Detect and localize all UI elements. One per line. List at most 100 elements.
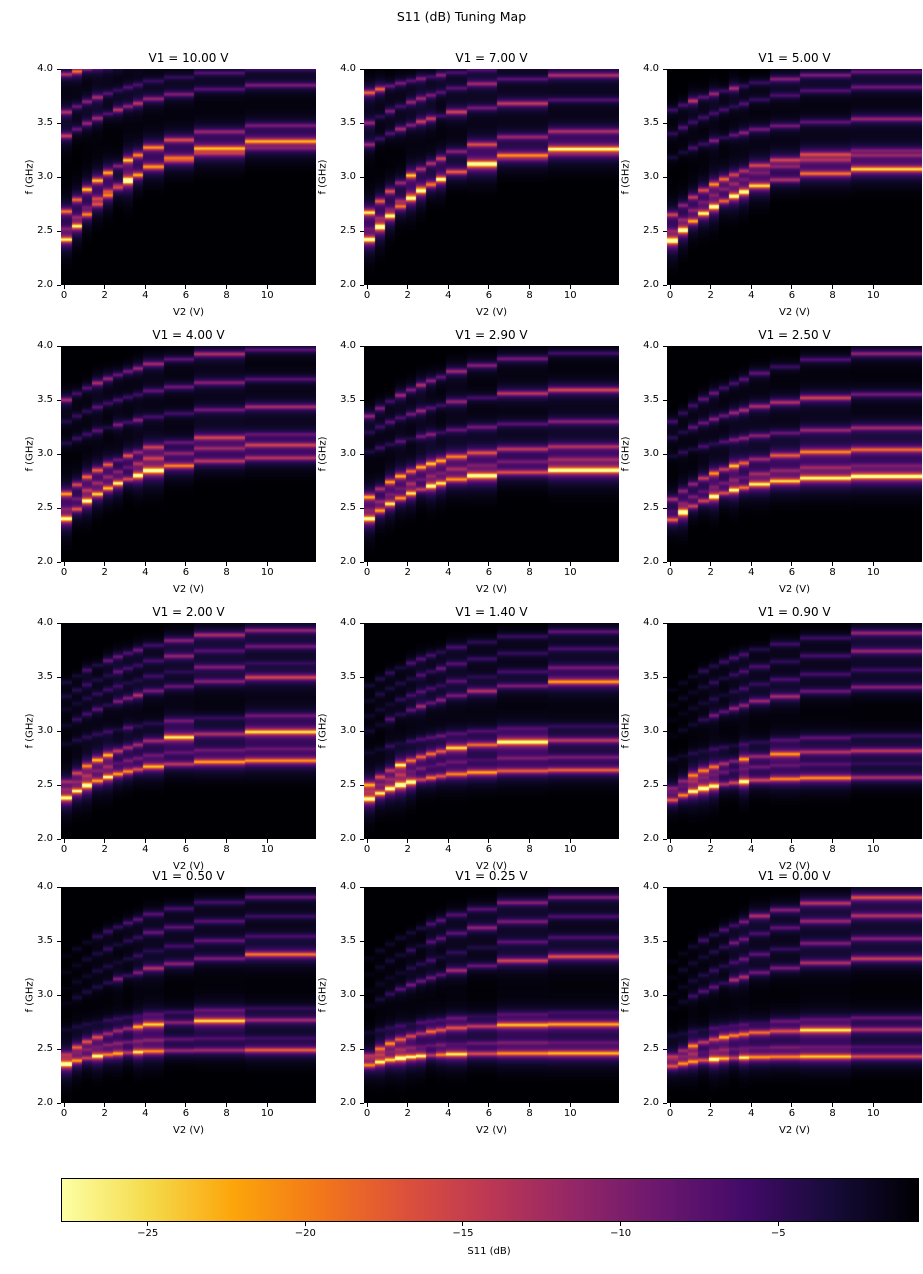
x-tick-mark bbox=[185, 839, 187, 843]
colorbar-tick-label: −10 bbox=[610, 1228, 632, 1239]
x-axis-label: V2 (V) bbox=[475, 1125, 508, 1136]
x-tick-label: 0 bbox=[60, 567, 68, 578]
x-tick-mark bbox=[669, 839, 671, 843]
y-axis-label: f (GHz) bbox=[620, 159, 632, 195]
y-tick-label: 2.5 bbox=[37, 502, 53, 513]
y-tick-mark bbox=[57, 940, 61, 942]
y-tick-label: 2.0 bbox=[643, 1097, 659, 1108]
x-tick-mark bbox=[872, 285, 874, 289]
y-tick-mark bbox=[360, 1102, 364, 1104]
x-tick-mark bbox=[447, 562, 449, 566]
x-tick-label: 10 bbox=[563, 1108, 577, 1119]
x-tick-mark bbox=[104, 285, 106, 289]
x-tick-label: 10 bbox=[260, 567, 274, 578]
x-tick-label: 4 bbox=[445, 567, 452, 578]
x-tick-label: 6 bbox=[788, 290, 796, 301]
x-tick-label: 4 bbox=[142, 290, 149, 301]
x-tick-label: 0 bbox=[60, 1108, 68, 1119]
x-tick-label: 8 bbox=[829, 567, 836, 578]
x-tick-mark bbox=[710, 1103, 712, 1107]
x-tick-label: 4 bbox=[445, 844, 452, 855]
y-tick-label: 2.5 bbox=[643, 779, 659, 790]
y-tick-mark bbox=[57, 1048, 61, 1050]
y-tick-mark bbox=[663, 561, 667, 563]
x-tick-label: 10 bbox=[563, 290, 577, 301]
x-tick-mark bbox=[366, 1103, 368, 1107]
x-tick-label: 8 bbox=[223, 844, 230, 855]
x-tick-label: 10 bbox=[866, 844, 880, 855]
x-tick-label: 2 bbox=[101, 567, 108, 578]
colorbar-gradient bbox=[61, 1178, 919, 1222]
y-tick-label: 3.0 bbox=[340, 725, 356, 736]
y-tick-label: 3.0 bbox=[643, 448, 659, 459]
x-tick-label: 4 bbox=[748, 567, 755, 578]
y-tick-label: 3.5 bbox=[340, 117, 356, 128]
y-tick-label: 3.0 bbox=[37, 171, 53, 182]
y-tick-label: 2.0 bbox=[340, 833, 356, 844]
x-axis-label: V2 (V) bbox=[475, 584, 508, 595]
y-tick-label: 4.0 bbox=[340, 340, 356, 351]
y-tick-label: 2.0 bbox=[340, 1097, 356, 1108]
y-tick-mark bbox=[57, 622, 61, 624]
x-tick-label: 2 bbox=[101, 844, 108, 855]
y-tick-mark bbox=[57, 730, 61, 732]
y-tick-mark bbox=[57, 886, 61, 888]
y-tick-label: 4.0 bbox=[340, 881, 356, 892]
heatmap-canvas bbox=[61, 346, 316, 562]
x-tick-label: 10 bbox=[866, 290, 880, 301]
x-tick-mark bbox=[226, 285, 228, 289]
x-tick-label: 2 bbox=[404, 567, 411, 578]
y-tick-label: 3.0 bbox=[37, 989, 53, 1000]
x-tick-mark bbox=[366, 285, 368, 289]
y-tick-label: 2.5 bbox=[643, 502, 659, 513]
y-tick-mark bbox=[663, 676, 667, 678]
y-tick-mark bbox=[360, 399, 364, 401]
y-tick-mark bbox=[360, 676, 364, 678]
x-tick-mark bbox=[750, 839, 752, 843]
panel-title: V1 = 0.90 V bbox=[758, 605, 831, 619]
y-tick-mark bbox=[57, 122, 61, 124]
x-tick-mark bbox=[750, 562, 752, 566]
x-tick-label: 8 bbox=[526, 567, 533, 578]
y-tick-mark bbox=[360, 507, 364, 509]
heatmap-canvas bbox=[364, 623, 619, 839]
heatmap-canvas bbox=[667, 887, 922, 1103]
y-tick-label: 3.5 bbox=[643, 117, 659, 128]
y-axis-label: f (GHz) bbox=[317, 436, 329, 472]
x-tick-mark bbox=[266, 562, 268, 566]
x-tick-mark bbox=[407, 562, 409, 566]
y-tick-mark bbox=[360, 345, 364, 347]
x-tick-mark bbox=[226, 1103, 228, 1107]
x-tick-label: 8 bbox=[526, 844, 533, 855]
panel-title: V1 = 10.00 V bbox=[148, 51, 229, 65]
y-tick-label: 2.0 bbox=[643, 833, 659, 844]
x-tick-label: 6 bbox=[788, 844, 796, 855]
x-tick-mark bbox=[669, 1103, 671, 1107]
x-tick-mark bbox=[669, 285, 671, 289]
x-axis-label: V2 (V) bbox=[778, 861, 811, 872]
y-tick-mark bbox=[57, 453, 61, 455]
y-tick-mark bbox=[57, 345, 61, 347]
x-tick-label: 2 bbox=[404, 844, 411, 855]
y-tick-label: 3.0 bbox=[340, 989, 356, 1000]
x-tick-label: 0 bbox=[363, 1108, 371, 1119]
x-tick-mark bbox=[366, 562, 368, 566]
x-tick-mark bbox=[710, 839, 712, 843]
x-tick-label: 4 bbox=[445, 290, 452, 301]
x-tick-label: 2 bbox=[707, 290, 714, 301]
x-tick-mark bbox=[185, 1103, 187, 1107]
y-axis-label: f (GHz) bbox=[317, 713, 329, 749]
y-tick-mark bbox=[57, 399, 61, 401]
x-tick-mark bbox=[791, 562, 793, 566]
x-tick-mark bbox=[266, 839, 268, 843]
x-tick-mark bbox=[488, 285, 490, 289]
y-tick-mark bbox=[663, 784, 667, 786]
panel-title: V1 = 7.00 V bbox=[455, 51, 528, 65]
x-tick-mark bbox=[226, 562, 228, 566]
y-tick-mark bbox=[663, 886, 667, 888]
x-tick-mark bbox=[832, 285, 834, 289]
y-tick-mark bbox=[663, 230, 667, 232]
y-tick-mark bbox=[360, 730, 364, 732]
x-tick-mark bbox=[488, 839, 490, 843]
x-tick-label: 6 bbox=[788, 567, 796, 578]
